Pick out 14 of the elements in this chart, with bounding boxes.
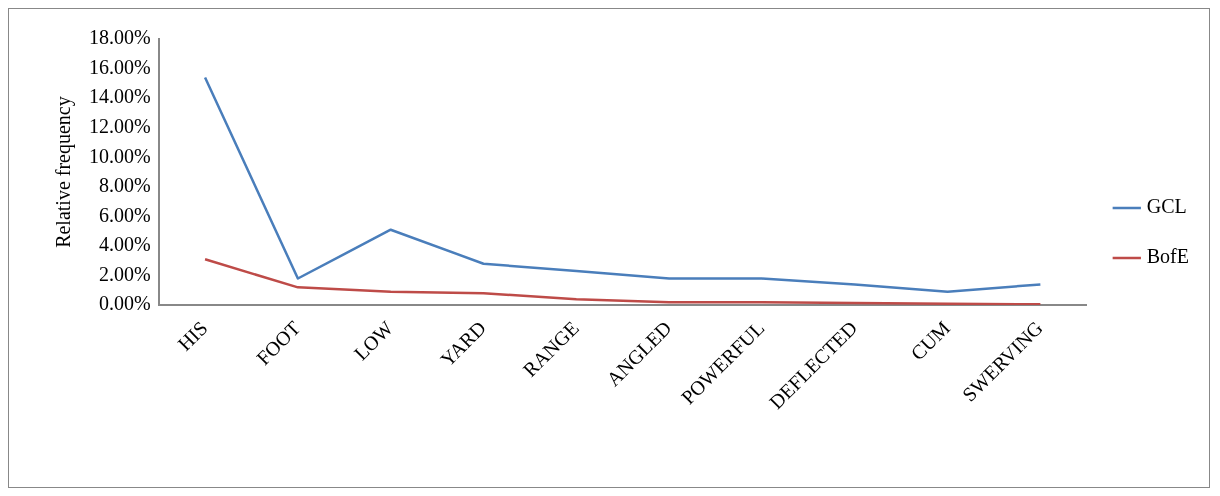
y-tick-label: 2.00% [98, 262, 151, 285]
y-tick-label: 0.00% [98, 292, 151, 315]
legend-label: GCL [1146, 195, 1187, 218]
x-tick-label: HIS [173, 316, 212, 355]
y-tick-label: 16.00% [88, 55, 151, 78]
y-tick-label: 18.00% [88, 26, 151, 49]
y-tick-label: 4.00% [98, 233, 151, 256]
y-tick-label: 12.00% [88, 114, 151, 137]
y-tick-label: 14.00% [88, 85, 151, 108]
legend-label: BofE [1146, 245, 1189, 268]
y-tick-label: 8.00% [98, 174, 151, 197]
y-tick-label: 6.00% [98, 203, 151, 226]
y-tick-label: 10.00% [88, 144, 151, 167]
y-axis-title: Relative frequency [52, 96, 76, 248]
